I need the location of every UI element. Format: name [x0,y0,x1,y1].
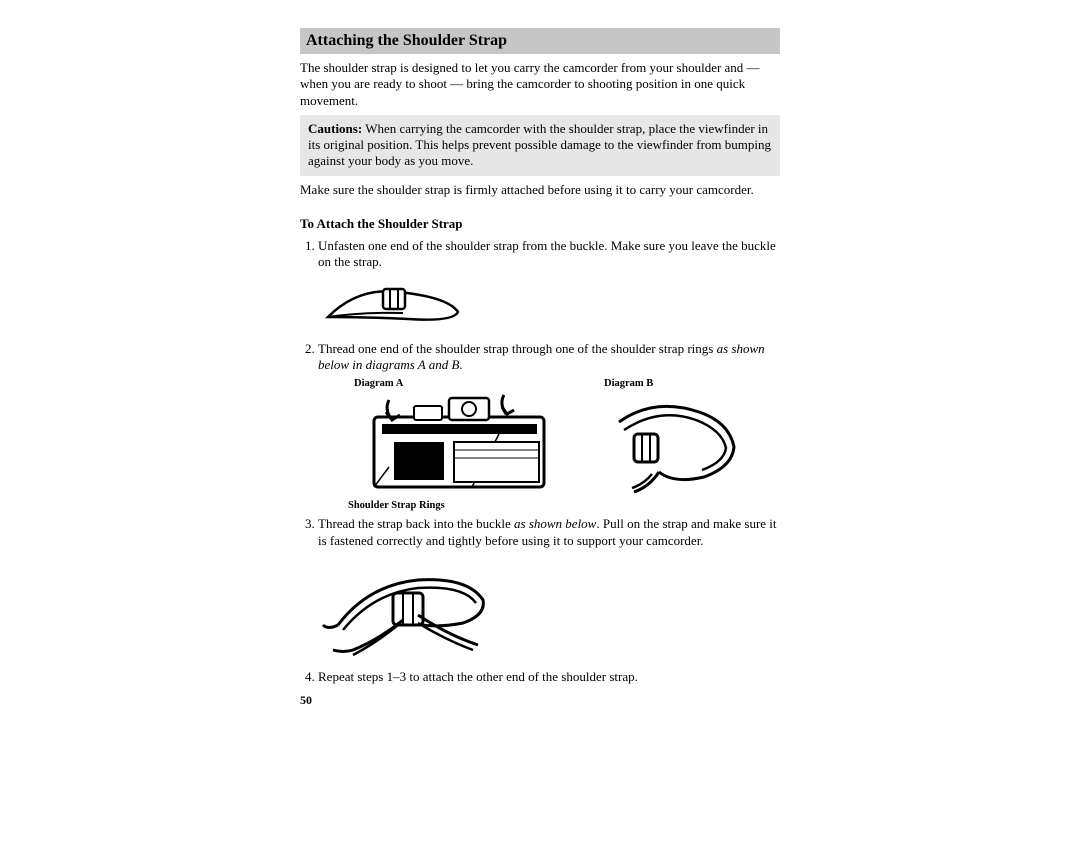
diagram-a-label: Diagram A [354,377,554,390]
steps-list: Unfasten one end of the shoulder strap f… [300,238,780,685]
page-number: 50 [300,693,780,708]
camcorder-icon [354,392,554,497]
step-3-text-a: Thread the strap back into the buckle [318,516,514,531]
rings-caption: Shoulder Strap Rings [348,499,780,512]
step-4: Repeat steps 1–3 to attach the other end… [318,669,780,685]
buckle-strap-icon [318,277,468,337]
figure-3 [318,555,780,665]
buckle-fastened-icon [318,555,498,665]
step-2: Thread one end of the shoulder strap thr… [318,341,780,513]
step-4-text: Repeat steps 1–3 to attach the other end… [318,669,638,684]
sub-heading: To Attach the Shoulder Strap [300,216,780,232]
caution-box: Cautions: When carrying the camcorder wi… [300,115,780,176]
step-3: Thread the strap back into the buckle as… [318,516,780,665]
section-heading: Attaching the Shoulder Strap [300,28,780,54]
step-1-text: Unfasten one end of the shoulder strap f… [318,238,776,269]
step-3-text-b: as shown below [514,516,596,531]
figure-2-row: Diagram A [318,377,780,497]
diagram-b: Diagram B [604,377,744,497]
diagram-b-label: Diagram B [604,377,744,390]
caution-text: When carrying the camcorder with the sho… [308,121,771,169]
diagram-a: Diagram A [354,377,554,497]
step-1: Unfasten one end of the shoulder strap f… [318,238,780,337]
intro-paragraph: The shoulder strap is designed to let yo… [300,60,780,109]
strap-through-ring-icon [604,392,744,497]
warning-paragraph: Make sure the shoulder strap is firmly a… [300,182,780,198]
caution-label: Cautions: [308,121,362,136]
step-2-text-a: Thread one end of the shoulder strap thr… [318,341,717,356]
figure-1 [318,277,780,337]
manual-page: Attaching the Shoulder Strap The shoulde… [300,28,780,708]
